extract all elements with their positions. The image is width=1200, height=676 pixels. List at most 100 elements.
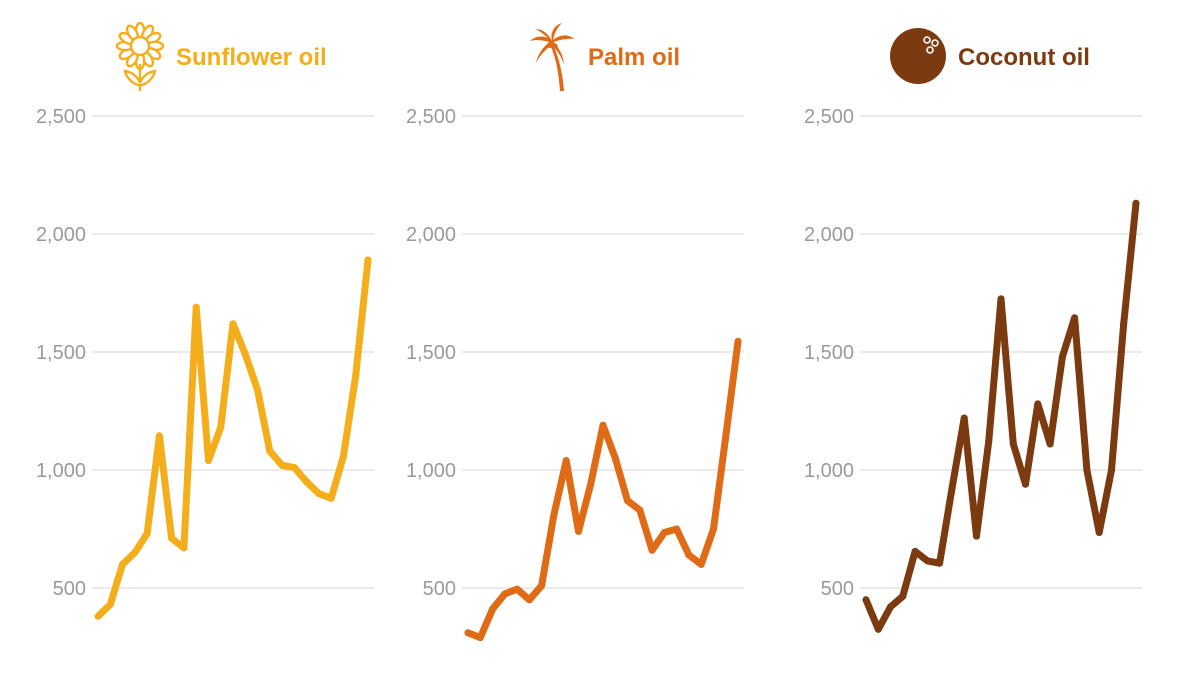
data-point bbox=[364, 256, 372, 264]
panel-header-palm: Palm oil bbox=[526, 18, 680, 98]
data-point bbox=[575, 527, 582, 535]
data-point bbox=[1132, 199, 1140, 207]
y-tick-label: 1,500 bbox=[36, 342, 86, 364]
data-point bbox=[710, 525, 717, 533]
data-point bbox=[464, 629, 472, 637]
series-line bbox=[862, 199, 1140, 633]
data-point bbox=[1083, 466, 1091, 474]
data-point bbox=[624, 497, 631, 505]
data-point bbox=[948, 485, 956, 493]
y-tick-label: 2,000 bbox=[804, 224, 854, 246]
data-point bbox=[94, 612, 102, 620]
data-point bbox=[1009, 440, 1017, 448]
data-point bbox=[131, 549, 139, 557]
panel-title-palm: Palm oil bbox=[588, 44, 681, 71]
data-point bbox=[722, 433, 730, 441]
y-tick-label: 2,500 bbox=[804, 106, 854, 128]
data-point bbox=[923, 557, 931, 565]
data-point bbox=[278, 461, 286, 469]
data-point bbox=[1095, 529, 1103, 536]
data-point bbox=[899, 592, 907, 600]
y-tick-label: 1,500 bbox=[804, 342, 854, 364]
y-tick-label: 2,500 bbox=[406, 106, 456, 128]
y-tick-label: 500 bbox=[423, 578, 456, 600]
y-tick-label: 1,000 bbox=[406, 460, 456, 482]
data-point bbox=[887, 603, 894, 611]
y-tick-label: 2,000 bbox=[36, 224, 86, 246]
data-point bbox=[911, 547, 919, 555]
data-point bbox=[973, 532, 980, 540]
data-point bbox=[862, 596, 870, 604]
data-point bbox=[874, 625, 882, 633]
data-point bbox=[119, 560, 126, 568]
data-point bbox=[525, 596, 533, 604]
data-point bbox=[1120, 320, 1128, 328]
y-tick-label: 2,000 bbox=[406, 224, 456, 246]
data-point bbox=[303, 478, 311, 486]
data-point bbox=[476, 634, 484, 642]
data-point bbox=[352, 372, 360, 380]
data-point bbox=[611, 454, 619, 462]
y-tick-label: 1,000 bbox=[36, 460, 86, 482]
data-point bbox=[315, 490, 323, 498]
data-point bbox=[997, 295, 1005, 303]
panel-header-coconut: Coconut oil bbox=[888, 18, 1090, 98]
data-point bbox=[1108, 466, 1115, 474]
data-point bbox=[660, 529, 668, 536]
y-tick-label: 2,500 bbox=[36, 106, 86, 128]
data-point bbox=[685, 551, 693, 559]
data-point bbox=[501, 590, 509, 598]
chart-panel-palm: 2,500 2,000 1,500 1,000 500 Palm oil bbox=[370, 0, 770, 676]
data-point bbox=[205, 457, 212, 465]
panel-header-sunflower: Sunflower oil bbox=[114, 18, 327, 98]
palm-tree-icon bbox=[526, 19, 578, 98]
data-point bbox=[562, 457, 570, 465]
data-point bbox=[241, 350, 249, 358]
y-tick-label: 1,000 bbox=[804, 460, 854, 482]
data-point bbox=[155, 432, 163, 440]
data-point bbox=[254, 386, 261, 394]
data-point bbox=[587, 480, 595, 488]
data-point bbox=[734, 337, 742, 345]
data-point bbox=[936, 559, 944, 567]
data-point bbox=[229, 320, 237, 328]
data-point bbox=[266, 447, 274, 455]
data-point bbox=[340, 452, 347, 460]
coconut-icon bbox=[888, 24, 948, 93]
panel-title-coconut: Coconut oil bbox=[958, 44, 1090, 71]
data-point bbox=[1058, 353, 1066, 361]
data-point bbox=[192, 303, 200, 311]
data-point bbox=[1034, 400, 1042, 408]
data-point bbox=[697, 560, 705, 568]
chart-coconut: 2,500 2,000 1,500 1,000 500 bbox=[804, 106, 1142, 633]
data-point bbox=[960, 414, 968, 422]
data-point bbox=[143, 530, 151, 538]
data-point bbox=[290, 464, 298, 472]
panel-title-sunflower: Sunflower oil bbox=[176, 44, 327, 71]
data-point bbox=[985, 438, 993, 446]
data-point bbox=[327, 494, 335, 502]
y-tick-label: 1,500 bbox=[406, 342, 456, 364]
chart-sunflower: 2,500 2,000 1,500 1,000 500 bbox=[36, 106, 374, 620]
data-point bbox=[673, 525, 681, 533]
data-point bbox=[648, 546, 656, 554]
data-point bbox=[550, 511, 558, 519]
data-point bbox=[1046, 440, 1054, 448]
data-point bbox=[538, 582, 546, 590]
y-tick-label: 500 bbox=[821, 578, 854, 600]
data-point bbox=[180, 544, 188, 552]
chart-panel-sunflower: 2,500 2,000 1,500 1,000 500 bbox=[0, 0, 400, 676]
sunflower-icon bbox=[114, 19, 166, 98]
data-point bbox=[217, 424, 225, 431]
data-point bbox=[513, 585, 521, 593]
data-point bbox=[106, 601, 114, 608]
data-point bbox=[599, 421, 607, 429]
data-point bbox=[1071, 314, 1079, 322]
chart-palm: 2,500 2,000 1,500 1,000 500 bbox=[406, 106, 744, 642]
data-point bbox=[168, 534, 176, 542]
data-point bbox=[489, 605, 496, 613]
chart-panel-coconut: 2,500 2,000 1,500 1,000 500 Coconut oil bbox=[768, 0, 1168, 676]
data-point bbox=[636, 506, 644, 514]
y-tick-label: 500 bbox=[53, 578, 86, 600]
data-point bbox=[1022, 480, 1029, 488]
